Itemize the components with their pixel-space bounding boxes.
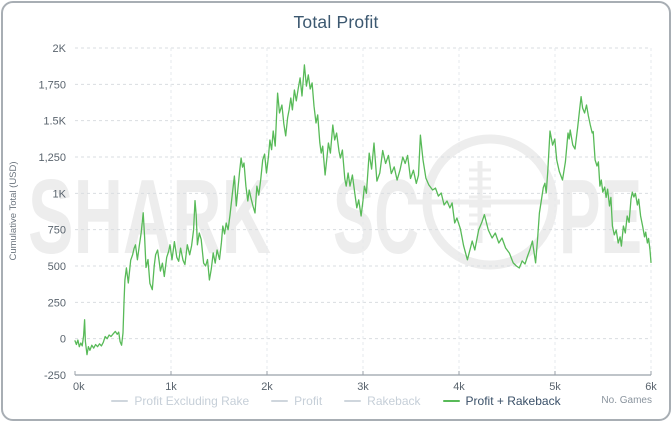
- svg-text:3k: 3k: [357, 381, 369, 393]
- svg-text:0: 0: [60, 334, 66, 346]
- svg-text:250: 250: [48, 297, 66, 309]
- svg-text:2K: 2K: [53, 43, 67, 55]
- legend-label: Profit Excluding Rake: [134, 394, 250, 408]
- svg-text:1.5K: 1.5K: [43, 116, 66, 128]
- x-tick-labels: 0k 1k 2k 3k 4k 5k 6k: [73, 381, 657, 393]
- gridlines: [75, 47, 652, 375]
- chart-title: Total Profit: [293, 12, 379, 32]
- svg-text:500: 500: [48, 261, 66, 273]
- svg-text:1K: 1K: [53, 188, 67, 200]
- legend-label: Profit: [294, 394, 323, 408]
- legend-item-profit[interactable]: Profit: [271, 394, 322, 408]
- legend-item-profit-rakeback[interactable]: Profit + Rakeback: [442, 394, 561, 408]
- legend: Profit Excluding Rake Profit Rakeback Profi…: [3, 394, 669, 408]
- legend-item-rakeback[interactable]: Rakeback: [344, 394, 421, 408]
- svg-text:5k: 5k: [549, 381, 561, 393]
- svg-text:2k: 2k: [261, 381, 273, 393]
- svg-text:1,750: 1,750: [38, 79, 66, 91]
- svg-text:0k: 0k: [73, 381, 85, 393]
- sharkscope-watermark: SHARK SC PE: [28, 134, 642, 276]
- svg-text:6k: 6k: [645, 381, 657, 393]
- svg-text:-250: -250: [44, 370, 66, 382]
- x-axis: [74, 371, 652, 376]
- y-tick-labels: 2K 1,750 1.5K 1,250 1K 750 500 250 0 -250: [38, 43, 66, 382]
- legend-item-profit-excluding-rake[interactable]: Profit Excluding Rake: [111, 394, 249, 408]
- y-axis-title: Cumulative Total (USD): [8, 161, 19, 260]
- svg-text:1,250: 1,250: [38, 152, 66, 164]
- legend-label: Profit + Rakeback: [465, 394, 561, 408]
- series-line-profit-rakeback: [74, 64, 652, 356]
- svg-text:SHARK: SHARK: [28, 158, 271, 276]
- legend-dash-icon: [111, 400, 129, 402]
- profit-chart[interactable]: SHARK SC PE 2K 1,750 1.5K 1,250 1K 750 500 250 0 -25…: [3, 3, 671, 421]
- legend-dash-icon: [271, 400, 289, 402]
- svg-text:750: 750: [48, 225, 66, 237]
- legend-dash-icon: [442, 400, 460, 402]
- legend-label: Rakeback: [367, 394, 421, 408]
- svg-text:4k: 4k: [453, 381, 465, 393]
- svg-text:1k: 1k: [165, 381, 177, 393]
- x-axis-title: No. Games: [601, 395, 652, 406]
- legend-dash-icon: [344, 400, 362, 402]
